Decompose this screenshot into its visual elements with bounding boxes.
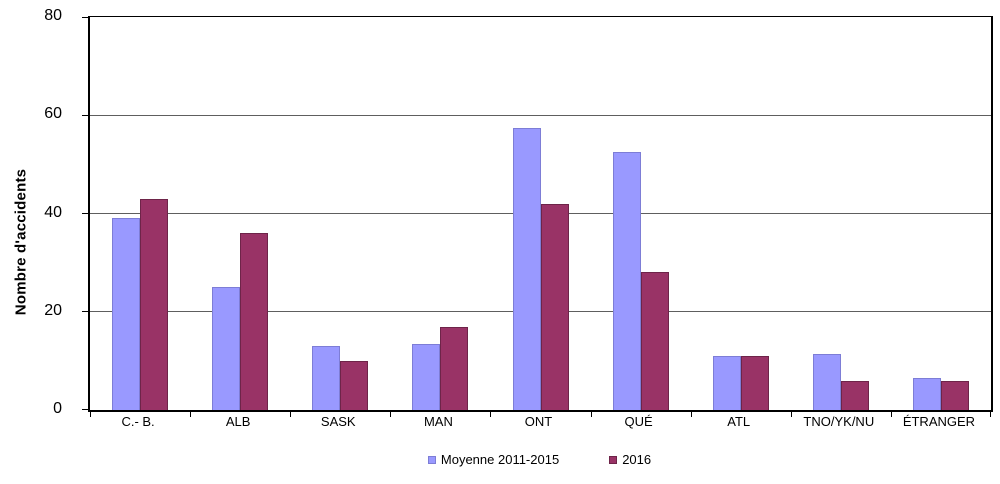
legend-swatch-icon: [427, 455, 436, 464]
y-tick-mark: [82, 213, 88, 214]
y-tick-mark: [82, 114, 88, 116]
bar-group-3: [312, 346, 369, 410]
y-tick-mark: [82, 17, 88, 18]
y-tick-label: 40: [44, 203, 62, 221]
bar-s2-c2: [240, 233, 269, 410]
legend-label: 2016: [622, 452, 652, 467]
bar-group-4: [412, 326, 469, 410]
y-tick-label: 80: [44, 7, 62, 24]
x-category-label: MAN: [423, 414, 453, 429]
bar-s2-c7: [740, 355, 769, 410]
y-tick-mark: [82, 409, 88, 410]
bar-group-5: [512, 127, 569, 410]
x-category-label: TNO/YK/NU: [803, 414, 875, 429]
x-category-label: QUÉ: [624, 414, 653, 429]
bar-s1-c7: [712, 355, 741, 410]
x-tick-mark: [290, 410, 292, 417]
bar-s1-c3: [312, 346, 341, 410]
bar-s2-c4: [440, 326, 469, 410]
x-tick-mark: [790, 410, 792, 417]
x-category-label: ATL: [727, 414, 751, 429]
x-tick-mark: [190, 410, 192, 417]
x-category-label: ALB: [225, 414, 251, 429]
legend-label: Moyenne 2011-2015: [440, 452, 560, 467]
legend: Moyenne 2011-2015 2016: [88, 452, 991, 467]
x-tick-mark: [390, 410, 392, 417]
bar-s1-c4: [412, 343, 441, 410]
bar-s2-c5: [540, 203, 569, 410]
bar-s1-c8: [812, 353, 841, 410]
y-axis-title: Nombre d'accidents: [12, 168, 30, 316]
x-tick-mark: [890, 410, 892, 417]
bar-s2-c1: [140, 198, 169, 410]
y-tick-label: 20: [44, 301, 62, 319]
bar-s1-c2: [212, 287, 241, 410]
legend-item-2: 2016: [609, 452, 651, 467]
bar-group-2: [212, 233, 269, 410]
bar-s2-c8: [840, 380, 869, 410]
plot-area: [82, 16, 993, 417]
x-tick-mark: [490, 410, 492, 417]
bar-group-1: [112, 198, 169, 410]
x-tick-mark: [990, 410, 991, 417]
bar-group-6: [612, 152, 669, 410]
bar-s1-c5: [512, 127, 541, 410]
x-tick-mark: [690, 410, 692, 417]
bar-s2-c9: [940, 380, 969, 410]
x-category-label: ONT: [524, 414, 553, 429]
x-tick-mark: [90, 410, 91, 417]
bar-s1-c1: [112, 218, 141, 410]
legend-swatch-icon: [609, 455, 618, 464]
y-tick-label: 0: [53, 400, 62, 417]
gridline: [90, 114, 991, 116]
bar-group-9: [912, 378, 969, 410]
bar-s1-c9: [912, 378, 941, 410]
bar-s2-c3: [340, 360, 369, 410]
bar-s1-c6: [612, 152, 641, 410]
x-category-label: ÉTRANGER: [902, 414, 976, 429]
bar-group-8: [812, 353, 869, 410]
x-category-label: SASK: [320, 414, 356, 429]
bar-s2-c6: [640, 272, 669, 410]
legend-item-1: Moyenne 2011-2015: [427, 452, 560, 467]
bar-group-7: [712, 355, 769, 410]
x-tick-mark: [590, 410, 592, 417]
y-tick-mark: [82, 311, 88, 313]
x-category-label: C.- B.: [121, 414, 155, 429]
y-tick-label: 60: [44, 105, 62, 123]
